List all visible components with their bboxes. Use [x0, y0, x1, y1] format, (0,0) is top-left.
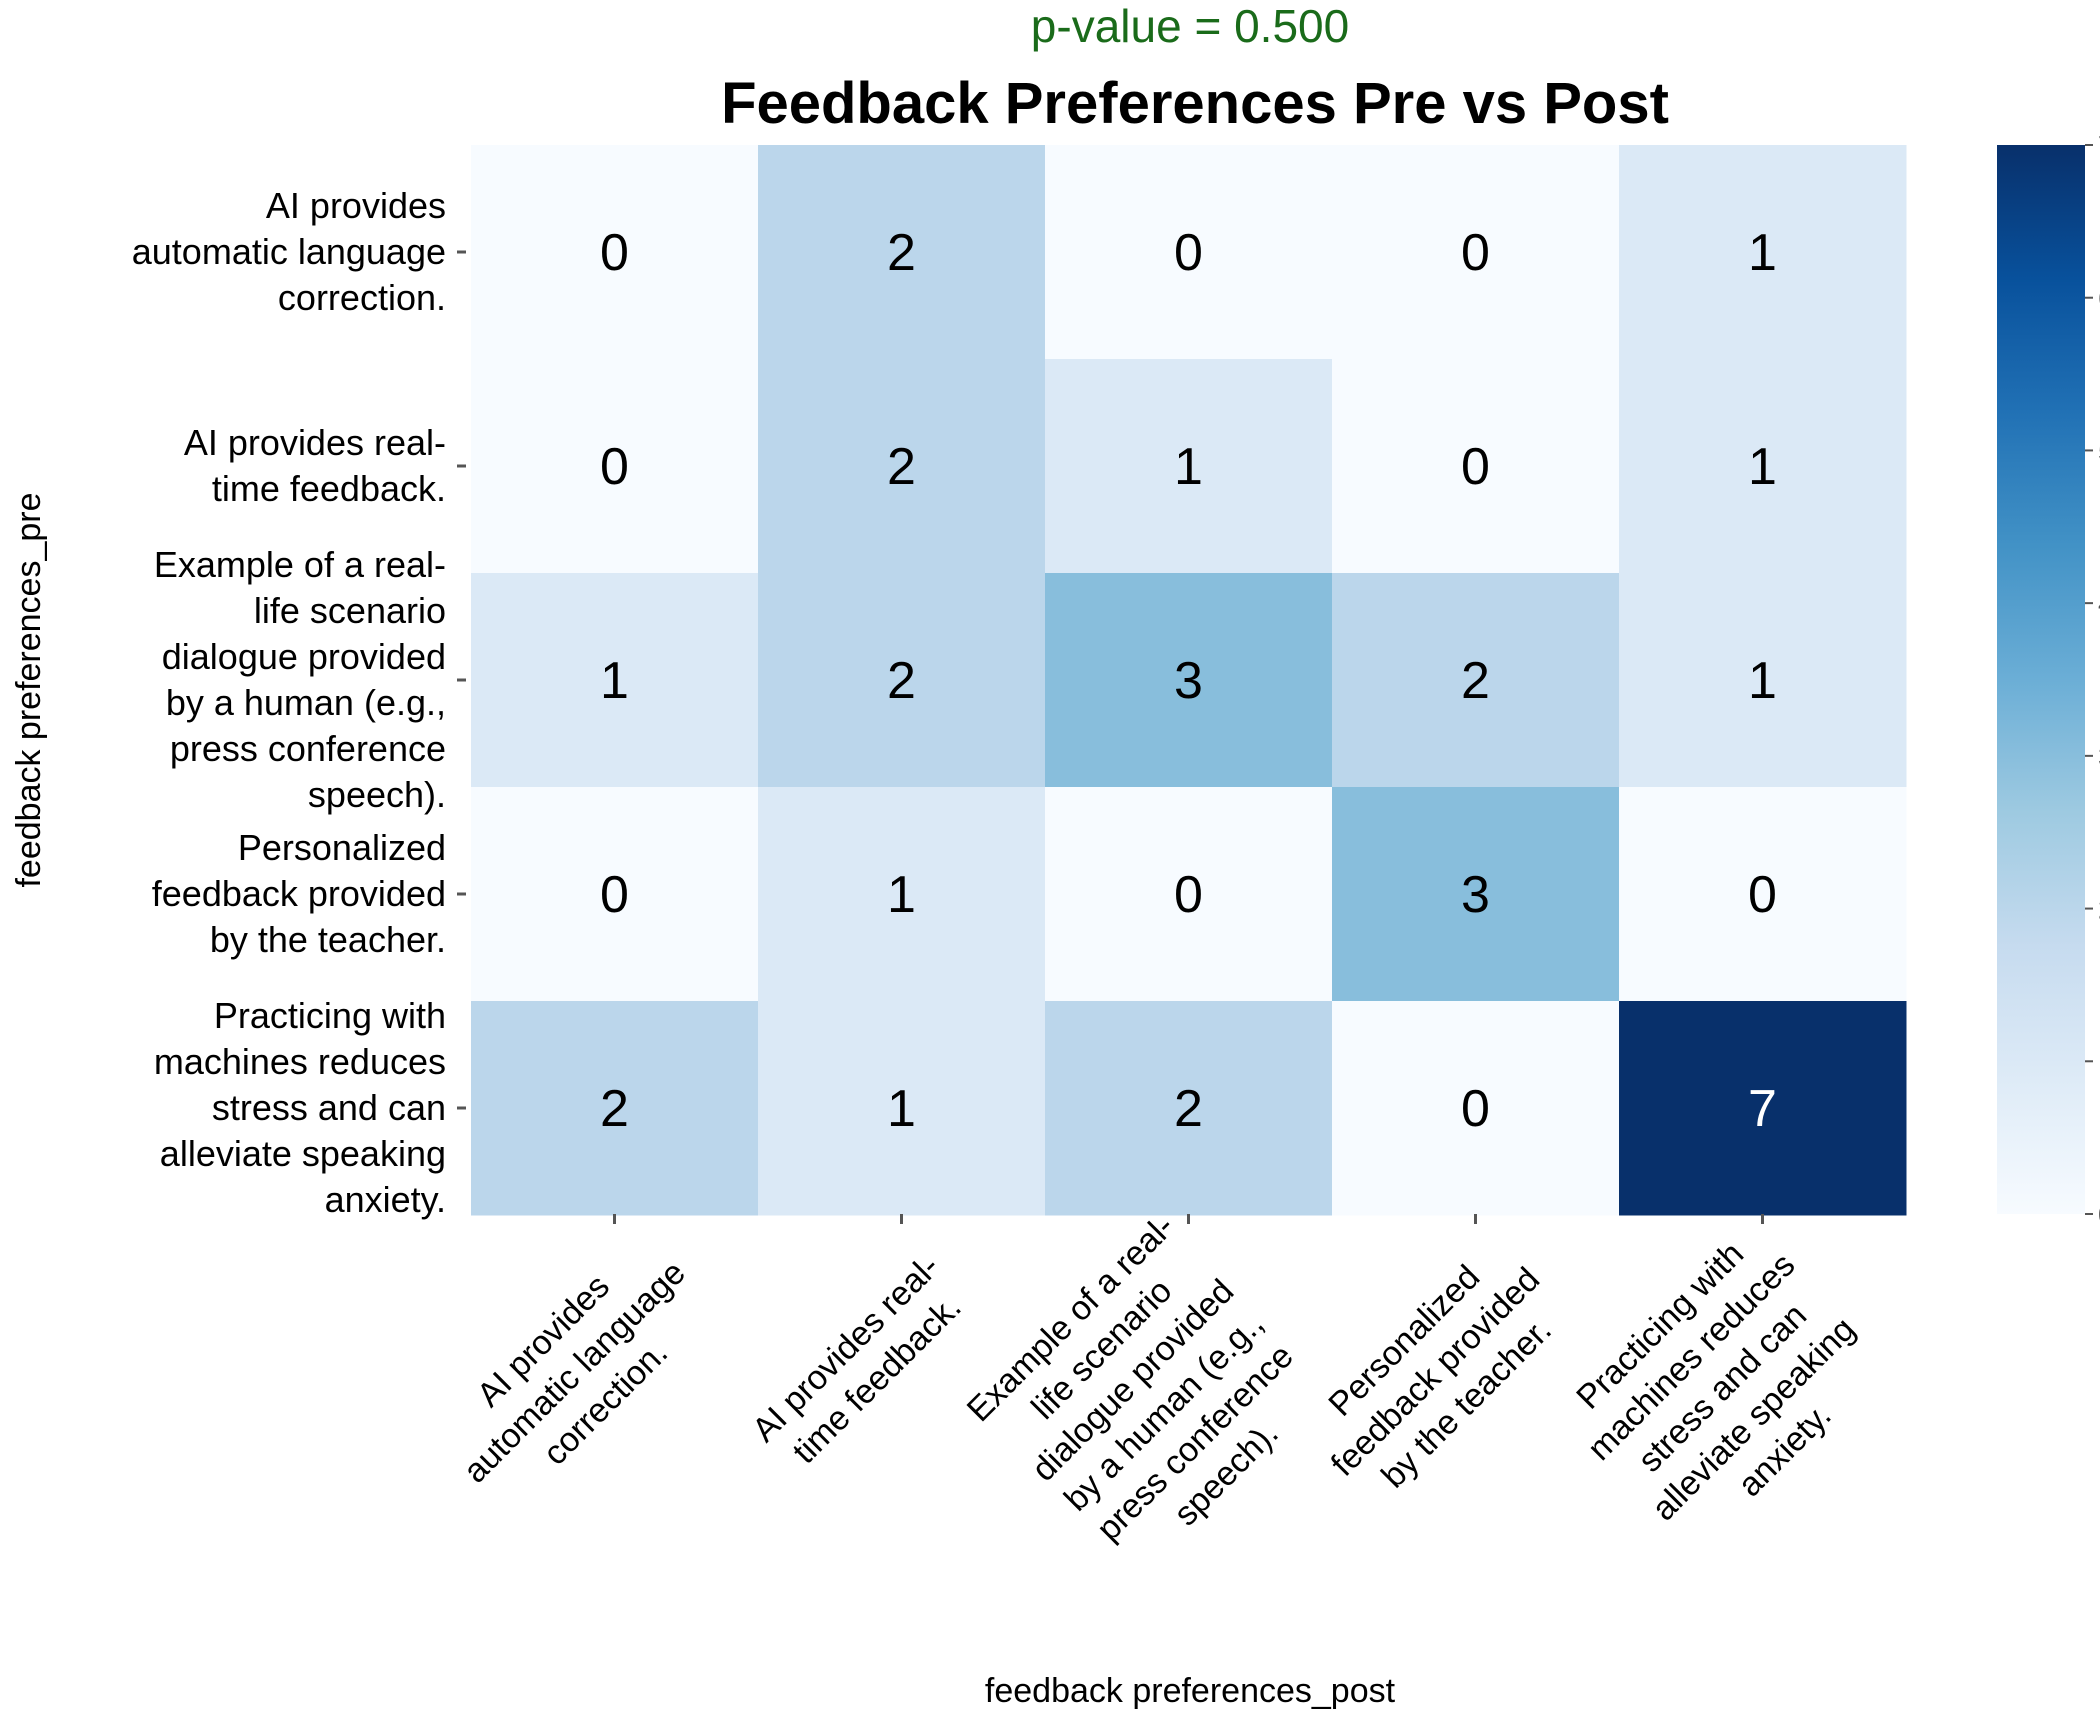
heatmap-cell — [758, 145, 1046, 360]
x-tick-label-group: Example of a real-life scenariodialogue … — [960, 1207, 1338, 1585]
column-labels: AI providesautomatic languagecorrection.… — [425, 1207, 1895, 1585]
heatmap-cells — [471, 145, 1907, 1216]
cell-value-label: 0 — [1461, 438, 1490, 496]
y-tick-label: Practicing with machines reduces stress an… — [154, 995, 446, 1220]
x-axis-label: feedback preferences_post — [985, 1672, 1396, 1710]
x-tick-label: Example of a real-life scenariodialogue … — [960, 1207, 1338, 1585]
colorbar-tick-label: 6 — [2098, 283, 2100, 314]
cell-value-label: 0 — [600, 438, 629, 496]
cell-value-label: 0 — [1174, 866, 1203, 924]
chart-subtitle: p-value = 0.500 — [1031, 0, 1349, 52]
heatmap-cell — [1619, 573, 1907, 788]
heatmap-cell — [471, 573, 759, 788]
cell-value-label: 2 — [1461, 652, 1490, 710]
cell-value-label: 0 — [1174, 224, 1203, 282]
heatmap-cell — [1332, 787, 1620, 1002]
heatmap-cell — [1332, 573, 1620, 788]
cell-value-label: 2 — [887, 438, 916, 496]
row-labels: AI provides automatic language correction.… — [132, 185, 466, 1220]
cell-value-label: 2 — [887, 224, 916, 282]
cell-value-label: 3 — [1461, 866, 1490, 924]
x-tick-label-group: Personalizedfeedback providedby the teac… — [1293, 1229, 1579, 1515]
cell-value-label: 0 — [1461, 224, 1490, 282]
cell-value-label: 2 — [1174, 1080, 1203, 1138]
cell-value-label: 1 — [1748, 652, 1777, 710]
cell-value-label: 1 — [887, 866, 916, 924]
cell-value-label: 0 — [1461, 1080, 1490, 1138]
cell-value-label: 1 — [600, 652, 629, 710]
cell-value-label: 1 — [887, 1080, 916, 1138]
x-tick-label: Personalizedfeedback providedby the teac… — [1293, 1229, 1579, 1515]
x-tick-label-group: Practicing withmachines reducesstress an… — [1549, 1215, 1895, 1561]
heatmap-cell — [1332, 145, 1620, 360]
heatmap-cell — [1045, 573, 1333, 788]
cell-value-label: 0 — [600, 866, 629, 924]
y-tick-label: Example of a real-life scenario dialogue … — [154, 544, 446, 815]
colorbar-tick-label: 5 — [2098, 435, 2100, 466]
cell-value-label: 0 — [1748, 866, 1777, 924]
x-tick-label: AI providesautomatic languagecorrection. — [425, 1223, 724, 1522]
x-tick-label: Practicing withmachines reducesstress an… — [1549, 1215, 1895, 1561]
cell-value-label: 0 — [600, 224, 629, 282]
colorbar-tick-label: 0 — [2098, 1199, 2100, 1230]
heatmap-cell — [1045, 359, 1333, 574]
colorbar-ticks: 0 1 2 3 4 5 6 7 — [2085, 130, 2100, 1230]
y-tick-label: AI provides real-time feedback. — [184, 422, 446, 509]
heatmap-cell — [471, 1001, 759, 1216]
heatmap-cell — [1619, 145, 1907, 360]
cell-value-label: 2 — [887, 652, 916, 710]
heatmap-cell — [471, 145, 759, 360]
colorbar-gradient — [1997, 145, 2085, 1214]
cell-value-label: 1 — [1174, 438, 1203, 496]
heatmap-cell — [758, 1001, 1046, 1216]
colorbar-tick-label: 4 — [2098, 588, 2100, 619]
cell-value-label: 3 — [1174, 652, 1203, 710]
colorbar-tick-label: 1 — [2098, 1046, 2100, 1077]
cell-value-label: 1 — [1748, 224, 1777, 282]
heatmap-cell — [1045, 145, 1333, 360]
y-tick-label: Personalized feedback provided by the teac… — [152, 827, 446, 960]
x-tick-label: AI provides real-time feedback. — [745, 1247, 978, 1480]
heatmap-cell — [1045, 1001, 1333, 1216]
colorbar: 0 1 2 3 4 5 6 7 — [1997, 130, 2100, 1230]
heatmap-cell — [758, 359, 1046, 574]
x-tick-label-group: AI providesautomatic languagecorrection. — [425, 1223, 724, 1522]
heatmap-cell — [471, 359, 759, 574]
heatmap-cell — [471, 787, 759, 1002]
cell-value-label: 2 — [600, 1080, 629, 1138]
heatmap-cell — [758, 787, 1046, 1002]
heatmap-cell — [1332, 359, 1620, 574]
x-tick-label-group: AI provides real-time feedback. — [745, 1247, 978, 1480]
cell-value-label: 7 — [1748, 1080, 1777, 1138]
heatmap-cell — [758, 573, 1046, 788]
heatmap-cell — [1619, 359, 1907, 574]
y-axis-label: feedback preferences_pre — [10, 492, 48, 887]
y-tick-label: AI provides automatic language correction. — [132, 185, 446, 318]
chart-title: Feedback Preferences Pre vs Post — [721, 71, 1669, 136]
colorbar-tick-label: 3 — [2098, 741, 2100, 772]
colorbar-tick-label: 7 — [2098, 130, 2100, 161]
heatmap-cell-labels: 0 2 0 0 1 0 2 1 0 1 1 2 3 2 1 0 1 0 3 0 2 1 2 0 7 — [600, 224, 1777, 1138]
heatmap-cell — [1619, 787, 1907, 1002]
heatmap-cell — [1332, 1001, 1620, 1216]
heatmap-cell — [1045, 787, 1333, 1002]
colorbar-tick-label: 2 — [2098, 894, 2100, 925]
heatmap-cell — [1619, 1001, 1907, 1216]
cell-value-label: 1 — [1748, 438, 1777, 496]
